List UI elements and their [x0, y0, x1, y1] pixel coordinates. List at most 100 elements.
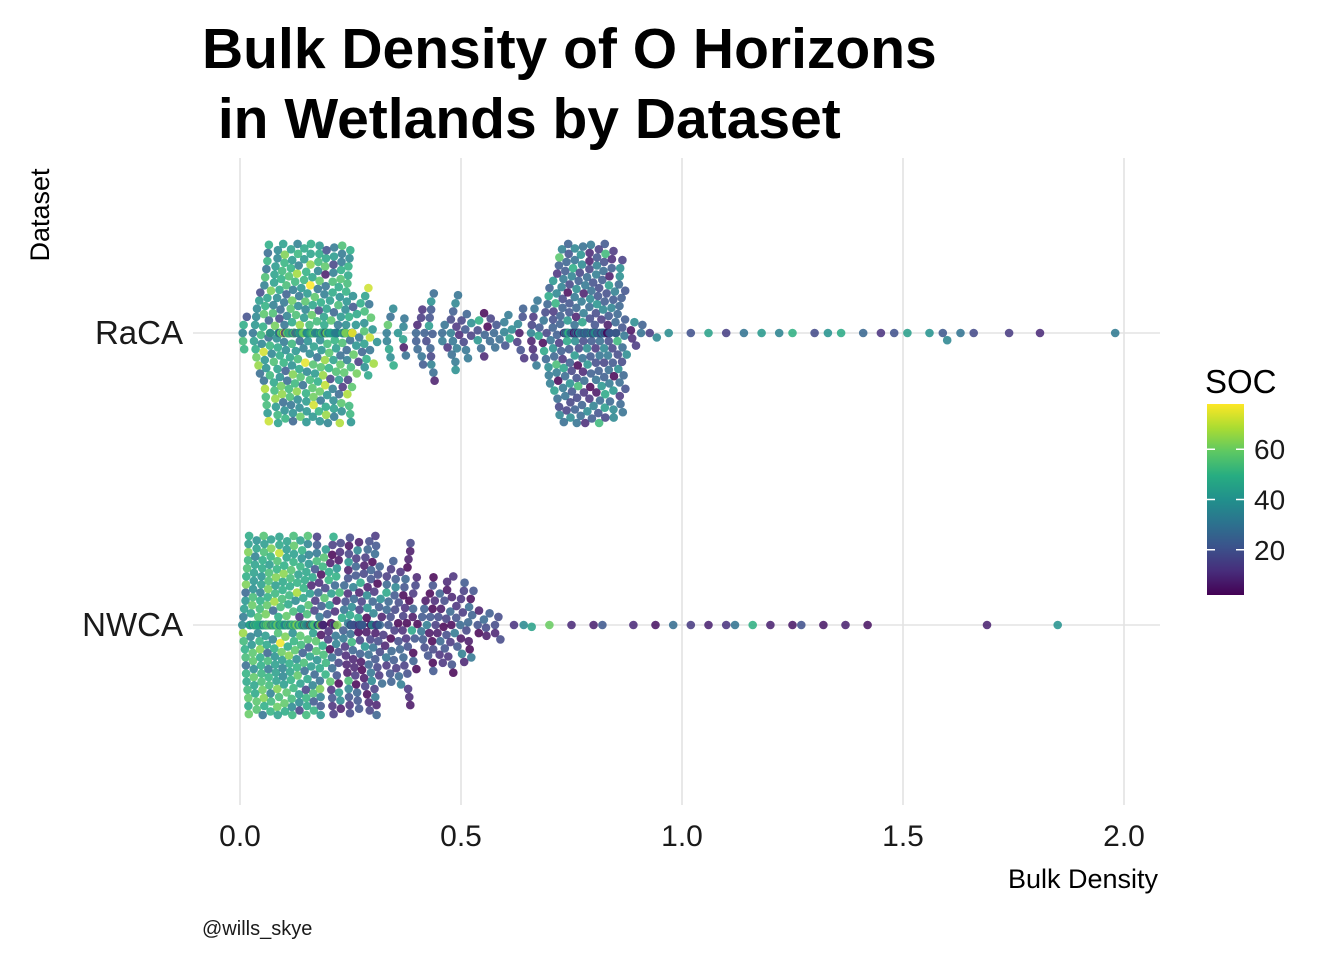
data-point-nwca: [288, 710, 297, 720]
data-point-raca: [302, 407, 312, 416]
data-point-nwca: [303, 674, 312, 684]
data-point-nwca: [382, 605, 392, 614]
data-point-raca: [594, 283, 604, 293]
data-point-raca: [282, 311, 292, 321]
data-point-nwca: [462, 626, 471, 635]
data-point-nwca: [412, 664, 421, 674]
data-point-nwca: [408, 589, 418, 598]
data-point-nwca: [312, 532, 322, 542]
data-point-raca: [495, 335, 504, 344]
data-point-raca: [558, 354, 567, 364]
data-point-nwca: [304, 550, 314, 560]
data-point-raca: [513, 319, 523, 329]
data-point-nwca: [377, 612, 387, 622]
data-point-raca: [284, 272, 294, 281]
data-point-raca: [566, 413, 575, 422]
data-point-raca: [515, 328, 524, 338]
data-point-raca: [277, 274, 286, 284]
data-point-nwca: [327, 685, 336, 695]
data-point-nwca: [316, 701, 326, 711]
data-point-raca: [603, 351, 613, 360]
data-point-raca: [347, 382, 357, 392]
data-point-raca: [925, 328, 934, 338]
data-point-nwca: [336, 538, 346, 548]
data-point-nwca: [421, 596, 430, 605]
data-point-nwca: [315, 684, 325, 694]
data-point-raca: [507, 325, 517, 334]
data-point-raca: [573, 381, 583, 391]
data-point-nwca: [290, 645, 300, 655]
data-point-raca: [586, 240, 596, 250]
data-point-raca: [320, 320, 329, 330]
data-point-nwca: [371, 654, 380, 664]
data-point-raca: [306, 239, 316, 249]
data-point-raca: [320, 290, 329, 299]
data-point-raca: [621, 384, 630, 394]
data-point-raca: [532, 361, 541, 370]
data-point-raca: [616, 399, 625, 409]
data-point-nwca: [241, 669, 251, 678]
data-point-raca: [618, 255, 627, 265]
data-point-nwca: [247, 640, 256, 650]
data-point-raca: [490, 343, 500, 352]
data-point-nwca: [428, 581, 438, 590]
data-point-nwca: [459, 586, 469, 596]
data-point-nwca: [274, 612, 283, 622]
data-point-nwca: [481, 623, 491, 632]
data-point-nwca: [336, 704, 346, 713]
data-point-raca: [608, 358, 618, 368]
data-point-raca: [459, 337, 469, 347]
data-point-raca: [263, 408, 272, 418]
data-point-nwca: [422, 620, 432, 630]
data-point-raca: [599, 266, 608, 276]
data-point-nwca: [244, 547, 253, 557]
data-point-nwca: [339, 605, 349, 614]
data-point-raca: [601, 249, 610, 259]
data-point-raca: [287, 317, 297, 327]
data-point-nwca: [255, 604, 265, 614]
data-point-nwca: [442, 614, 451, 623]
data-point-nwca: [413, 619, 422, 629]
data-point-nwca: [356, 578, 365, 587]
data-point-raca: [583, 407, 592, 416]
data-point-nwca: [409, 656, 418, 666]
data-point-nwca: [249, 664, 258, 674]
data-point-raca: [313, 284, 323, 294]
data-point-nwca: [316, 570, 326, 579]
data-point-raca: [570, 351, 579, 360]
data-point-nwca: [296, 679, 305, 688]
data-point-nwca: [334, 688, 344, 697]
x-axis-tick-labels: 0.0 0.5 1.0 1.5 2.0: [219, 820, 1145, 853]
data-point-raca: [636, 328, 646, 338]
data-point-raca: [594, 408, 603, 418]
data-point-nwca: [436, 604, 446, 614]
data-point-raca: [557, 245, 567, 254]
data-point-raca: [554, 402, 564, 412]
data-point-raca: [293, 395, 303, 404]
data-point-nwca: [344, 684, 354, 694]
data-point-raca: [273, 245, 283, 255]
data-point-raca: [548, 315, 558, 324]
data-point-nwca: [239, 604, 249, 614]
data-point-nwca: [405, 596, 414, 605]
data-point-nwca: [730, 620, 740, 630]
data-point-raca: [600, 239, 610, 249]
data-point-raca: [290, 277, 300, 287]
data-point-nwca: [296, 536, 305, 545]
data-point-raca: [288, 408, 298, 418]
data-point-nwca: [391, 582, 400, 592]
data-point-raca: [595, 336, 605, 346]
data-point-nwca: [449, 572, 458, 581]
data-point-nwca: [287, 702, 297, 712]
data-point-raca: [285, 392, 295, 402]
legend-title: SOC: [1205, 363, 1277, 400]
data-point-raca: [366, 313, 376, 323]
data-point-nwca: [278, 577, 288, 587]
data-point-raca: [308, 383, 317, 393]
data-point-raca: [255, 369, 265, 378]
data-point-raca: [334, 389, 344, 399]
data-point-nwca: [277, 647, 286, 657]
data-point-nwca: [434, 612, 443, 622]
data-point-raca: [413, 320, 422, 330]
data-point-nwca: [279, 569, 288, 578]
